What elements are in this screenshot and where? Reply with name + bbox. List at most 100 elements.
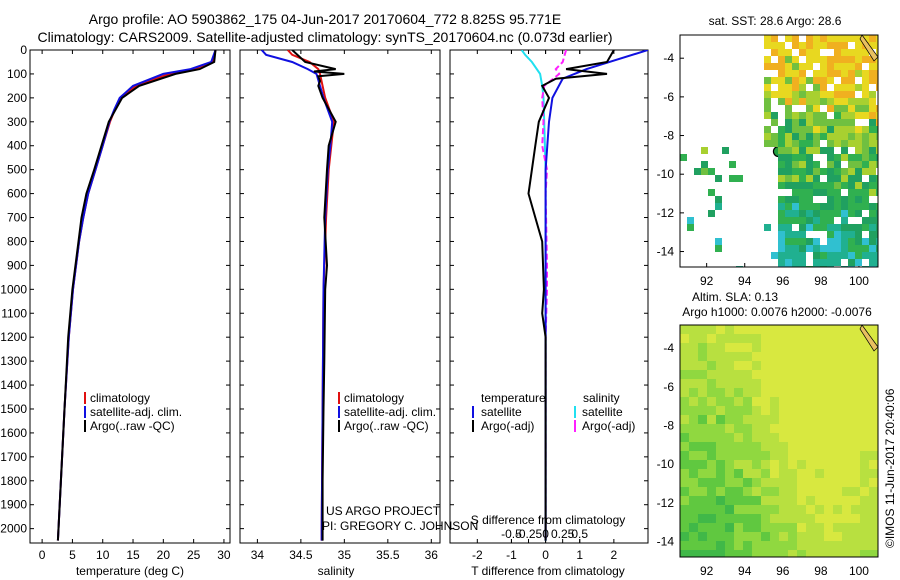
map-cell (855, 259, 862, 266)
map-cell (855, 189, 862, 196)
map-cell (841, 203, 848, 210)
map-cell (815, 334, 824, 343)
map-cell (833, 451, 842, 460)
map-cell (820, 126, 827, 133)
map-cell (770, 433, 779, 442)
map-cell (860, 478, 869, 487)
map-cell (848, 175, 855, 182)
map-cell (855, 238, 862, 245)
map-cell (799, 189, 806, 196)
sla-map-subtitle: Argo h1000: 0.0076 h2000: -0.0076 (682, 305, 872, 319)
map-cell (827, 252, 834, 259)
map-cell (876, 63, 878, 70)
map-cell (869, 388, 878, 397)
map-cell (725, 478, 734, 487)
map-cell (869, 460, 878, 469)
map-cell (824, 523, 833, 532)
map-cell (716, 532, 725, 541)
map-cell (716, 343, 725, 352)
sdiff-tick-label: -0.5 (501, 527, 522, 541)
map-cell (680, 343, 689, 352)
map-cell (862, 147, 869, 154)
map-cell (827, 56, 834, 63)
map-cell (869, 478, 878, 487)
depth-tick-label: 1000 (0, 282, 27, 296)
map-cell (833, 406, 842, 415)
map-cell (716, 550, 725, 557)
map-cell (876, 175, 878, 182)
map-cell (869, 514, 878, 523)
map-cell (876, 203, 878, 210)
map-cell (806, 161, 813, 168)
map-cell (788, 379, 797, 388)
map-cell (799, 63, 806, 70)
map-cell (815, 343, 824, 352)
map-cell (698, 406, 707, 415)
map-cell (764, 112, 771, 119)
map-cell (770, 469, 779, 478)
map-cell (833, 388, 842, 397)
map-cell (799, 217, 806, 224)
map-cell (779, 343, 788, 352)
salinity-xlabel: salinity (318, 564, 355, 578)
map-cell (851, 550, 860, 557)
map-cell (792, 77, 799, 84)
map-cell (824, 532, 833, 541)
map-cell (707, 442, 716, 451)
map-cell (701, 161, 708, 168)
map-cell (806, 361, 815, 370)
map-cell (815, 496, 824, 505)
map-cell (813, 133, 820, 140)
map-cell (869, 505, 878, 514)
map-cell (815, 442, 824, 451)
map-cell (813, 210, 820, 217)
map-cell (862, 140, 869, 147)
map-cell (833, 325, 842, 334)
map-cell (876, 210, 878, 217)
map-cell (770, 325, 779, 334)
map-cell (827, 140, 834, 147)
map-cell (698, 469, 707, 478)
map-cell (869, 70, 876, 77)
map-cell (842, 370, 851, 379)
map-cell (860, 442, 869, 451)
map-cell (851, 478, 860, 487)
map-cell (743, 334, 752, 343)
map-cell (824, 370, 833, 379)
map-cell (860, 334, 869, 343)
map-cell (876, 84, 878, 91)
depth-tick-label: 100 (7, 67, 27, 81)
map-cell (869, 126, 876, 133)
map-cell (698, 487, 707, 496)
map-cell (851, 523, 860, 532)
map-cell (752, 523, 761, 532)
map-lat-tick-label: -4 (663, 51, 674, 65)
map-cell (770, 523, 779, 532)
map-cell (743, 325, 752, 334)
map-cell (862, 112, 869, 119)
map-cell (785, 35, 792, 42)
map-cell (806, 217, 813, 224)
map-cell (813, 175, 820, 182)
map-cell (862, 77, 869, 84)
map-cell (834, 119, 841, 126)
map-cell (820, 203, 827, 210)
map-cell (806, 550, 815, 557)
map-cell (851, 397, 860, 406)
map-cell (771, 42, 778, 49)
map-cell (725, 451, 734, 460)
sal-argo-line (291, 50, 345, 541)
map-cell (827, 238, 834, 245)
map-cell (771, 63, 778, 70)
map-cell (799, 140, 806, 147)
map-cell (869, 217, 876, 224)
map-cell (827, 147, 834, 154)
map-cell (806, 496, 815, 505)
map-cell (689, 415, 698, 424)
map-cell (860, 496, 869, 505)
map-cell (869, 77, 876, 84)
map-cell (848, 182, 855, 189)
map-cell (842, 424, 851, 433)
map-cell (815, 361, 824, 370)
map-cell (815, 469, 824, 478)
